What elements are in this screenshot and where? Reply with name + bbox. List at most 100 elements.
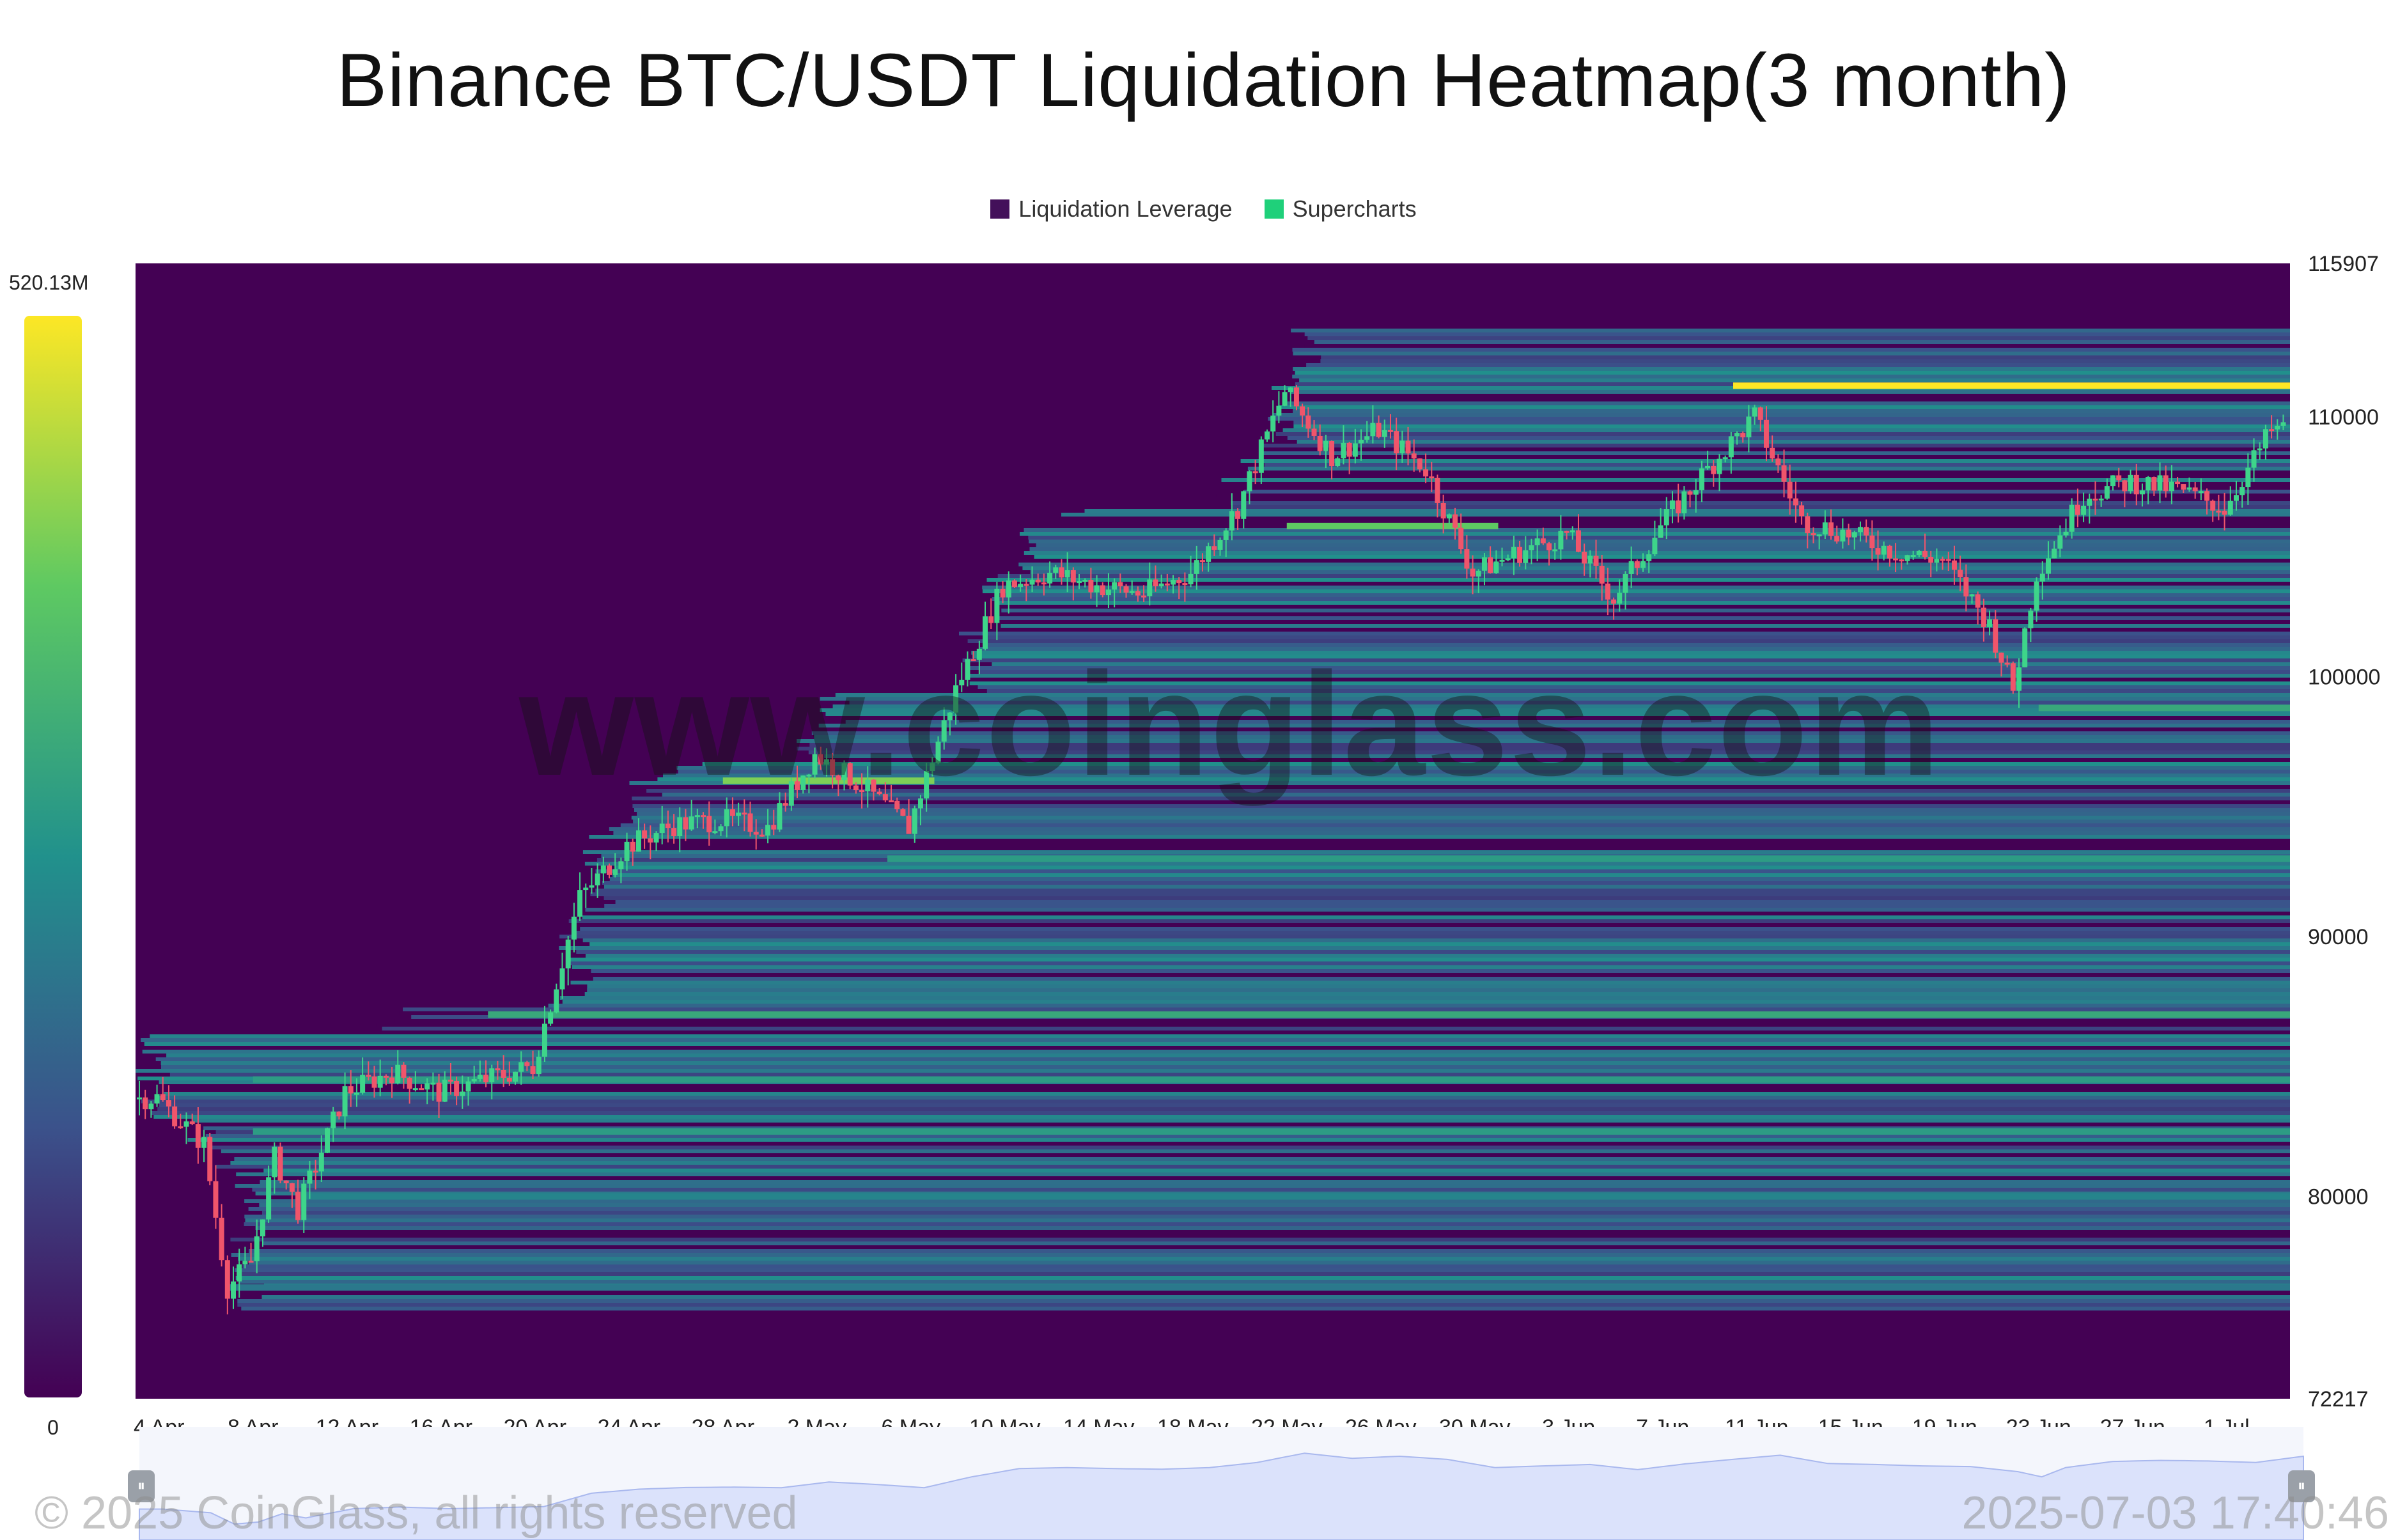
candle-body (1300, 406, 1305, 416)
heatmap-cell (1306, 363, 2290, 367)
candle-body (747, 813, 753, 832)
heatmap-cell (634, 808, 2290, 812)
candle-body (771, 825, 777, 830)
heatmap-cell (1001, 624, 2290, 628)
candle-body (1223, 530, 1229, 540)
candle-body (1359, 439, 1364, 444)
heatmap-cell (559, 935, 2290, 938)
candle-body (970, 659, 976, 662)
time-navigator[interactable]: ⏸ ⏸ (128, 1427, 2315, 1540)
candle-body (1064, 570, 1070, 578)
candle-body (412, 1088, 418, 1091)
candle-body (1975, 594, 1981, 608)
candle-body (1411, 453, 1417, 459)
candle-body (1887, 545, 1892, 559)
candle-body (1276, 405, 1282, 416)
candle-body (2269, 429, 2275, 432)
legend-label: Liquidation Leverage (1018, 196, 1233, 222)
candle-body (1141, 595, 1147, 598)
heatmap-cell (1274, 447, 2290, 451)
candle-body (154, 1094, 160, 1104)
candle-body (2075, 504, 2080, 515)
candle-body (1188, 573, 1194, 585)
candle-body (1118, 582, 1123, 587)
heatmap-cell (166, 1054, 2290, 1057)
heatmap-cell (959, 632, 2290, 635)
candle-body (1194, 560, 1199, 574)
heatmap-cell (150, 1034, 2290, 1038)
heatmap-cell (263, 1169, 2290, 1172)
heatmap-cell (559, 996, 2291, 1000)
heatmap-cell (1293, 367, 2290, 371)
heatmap-cell (1279, 405, 2290, 409)
candle-body (1564, 531, 1570, 533)
candle-body (336, 1111, 342, 1117)
candle-body (325, 1128, 331, 1153)
candle-body (841, 763, 847, 781)
candle-body (1270, 416, 1276, 432)
heatmap-cell (1230, 497, 2290, 501)
heatmap-cell (1247, 467, 2290, 471)
candle-body (994, 588, 1000, 623)
heatmap-cell (230, 1161, 2291, 1165)
candle-body (953, 685, 959, 713)
legend-item-supercharts[interactable]: Supercharts (1264, 196, 1417, 222)
candle-body (1018, 584, 1024, 587)
heatmap-cell (591, 969, 2291, 973)
heatmap-cell (249, 1249, 2290, 1253)
legend-label: Supercharts (1292, 196, 1417, 222)
legend-item-liquidation-leverage[interactable]: Liquidation Leverage (990, 196, 1233, 222)
candle-body (477, 1075, 483, 1079)
navigator-left-handle-icon[interactable]: ⏸ (128, 1470, 155, 1502)
candle-body (1387, 430, 1393, 432)
heatmap-cell (983, 678, 2290, 681)
candle-body (1147, 579, 1153, 596)
candle-body (1869, 535, 1875, 548)
candle-body (917, 798, 923, 809)
heatmap-cell (566, 958, 2290, 961)
candle-body (2233, 495, 2239, 501)
candle-body (442, 1079, 448, 1102)
heatmap-cell (580, 927, 2291, 931)
candle-body (1235, 511, 1241, 519)
candle-body (1011, 580, 1017, 587)
heatmap-cell (824, 754, 2290, 758)
candle-body (143, 1097, 148, 1110)
heatmap-cell (1018, 563, 2290, 566)
candle-body (1846, 529, 1851, 538)
candle-body (830, 759, 836, 776)
candle-body (307, 1171, 313, 1184)
heatmap-cell (1004, 593, 2290, 597)
candle-body (924, 771, 930, 798)
candle-body (2110, 475, 2116, 486)
heatmap-cell (569, 973, 2291, 977)
heatmap-cell (983, 643, 2290, 647)
candle-body (1288, 387, 1293, 393)
heatmap-cell (244, 1222, 2290, 1226)
candle-body (1981, 607, 1986, 627)
color-scale-bar[interactable] (24, 316, 82, 1397)
candle-body (1517, 547, 1523, 563)
candle-body (395, 1064, 401, 1084)
candle-body (765, 825, 771, 836)
candle-body (425, 1083, 430, 1090)
candle-body (906, 816, 912, 834)
navigator-right-handle-icon[interactable]: ⏸ (2288, 1470, 2315, 1502)
candle-body (2069, 504, 2075, 532)
heatmap-cell (969, 666, 2290, 670)
heatmap-cell (657, 777, 2291, 781)
heatmap-cell (646, 789, 2290, 793)
candle-body (1617, 593, 1623, 604)
heatmap-cell (604, 885, 2290, 889)
candle-body (2222, 510, 2227, 515)
heatmap-cell (587, 984, 2291, 988)
candle-body (1969, 594, 1975, 596)
heatmap-cell (590, 892, 2291, 896)
candle-body (1476, 570, 1481, 577)
heatmap-cell (604, 896, 2290, 900)
candle-body (1910, 555, 1916, 557)
candle-body (295, 1192, 301, 1220)
heatmap-cell (1232, 505, 2290, 509)
heatmap-cell (995, 601, 2290, 605)
